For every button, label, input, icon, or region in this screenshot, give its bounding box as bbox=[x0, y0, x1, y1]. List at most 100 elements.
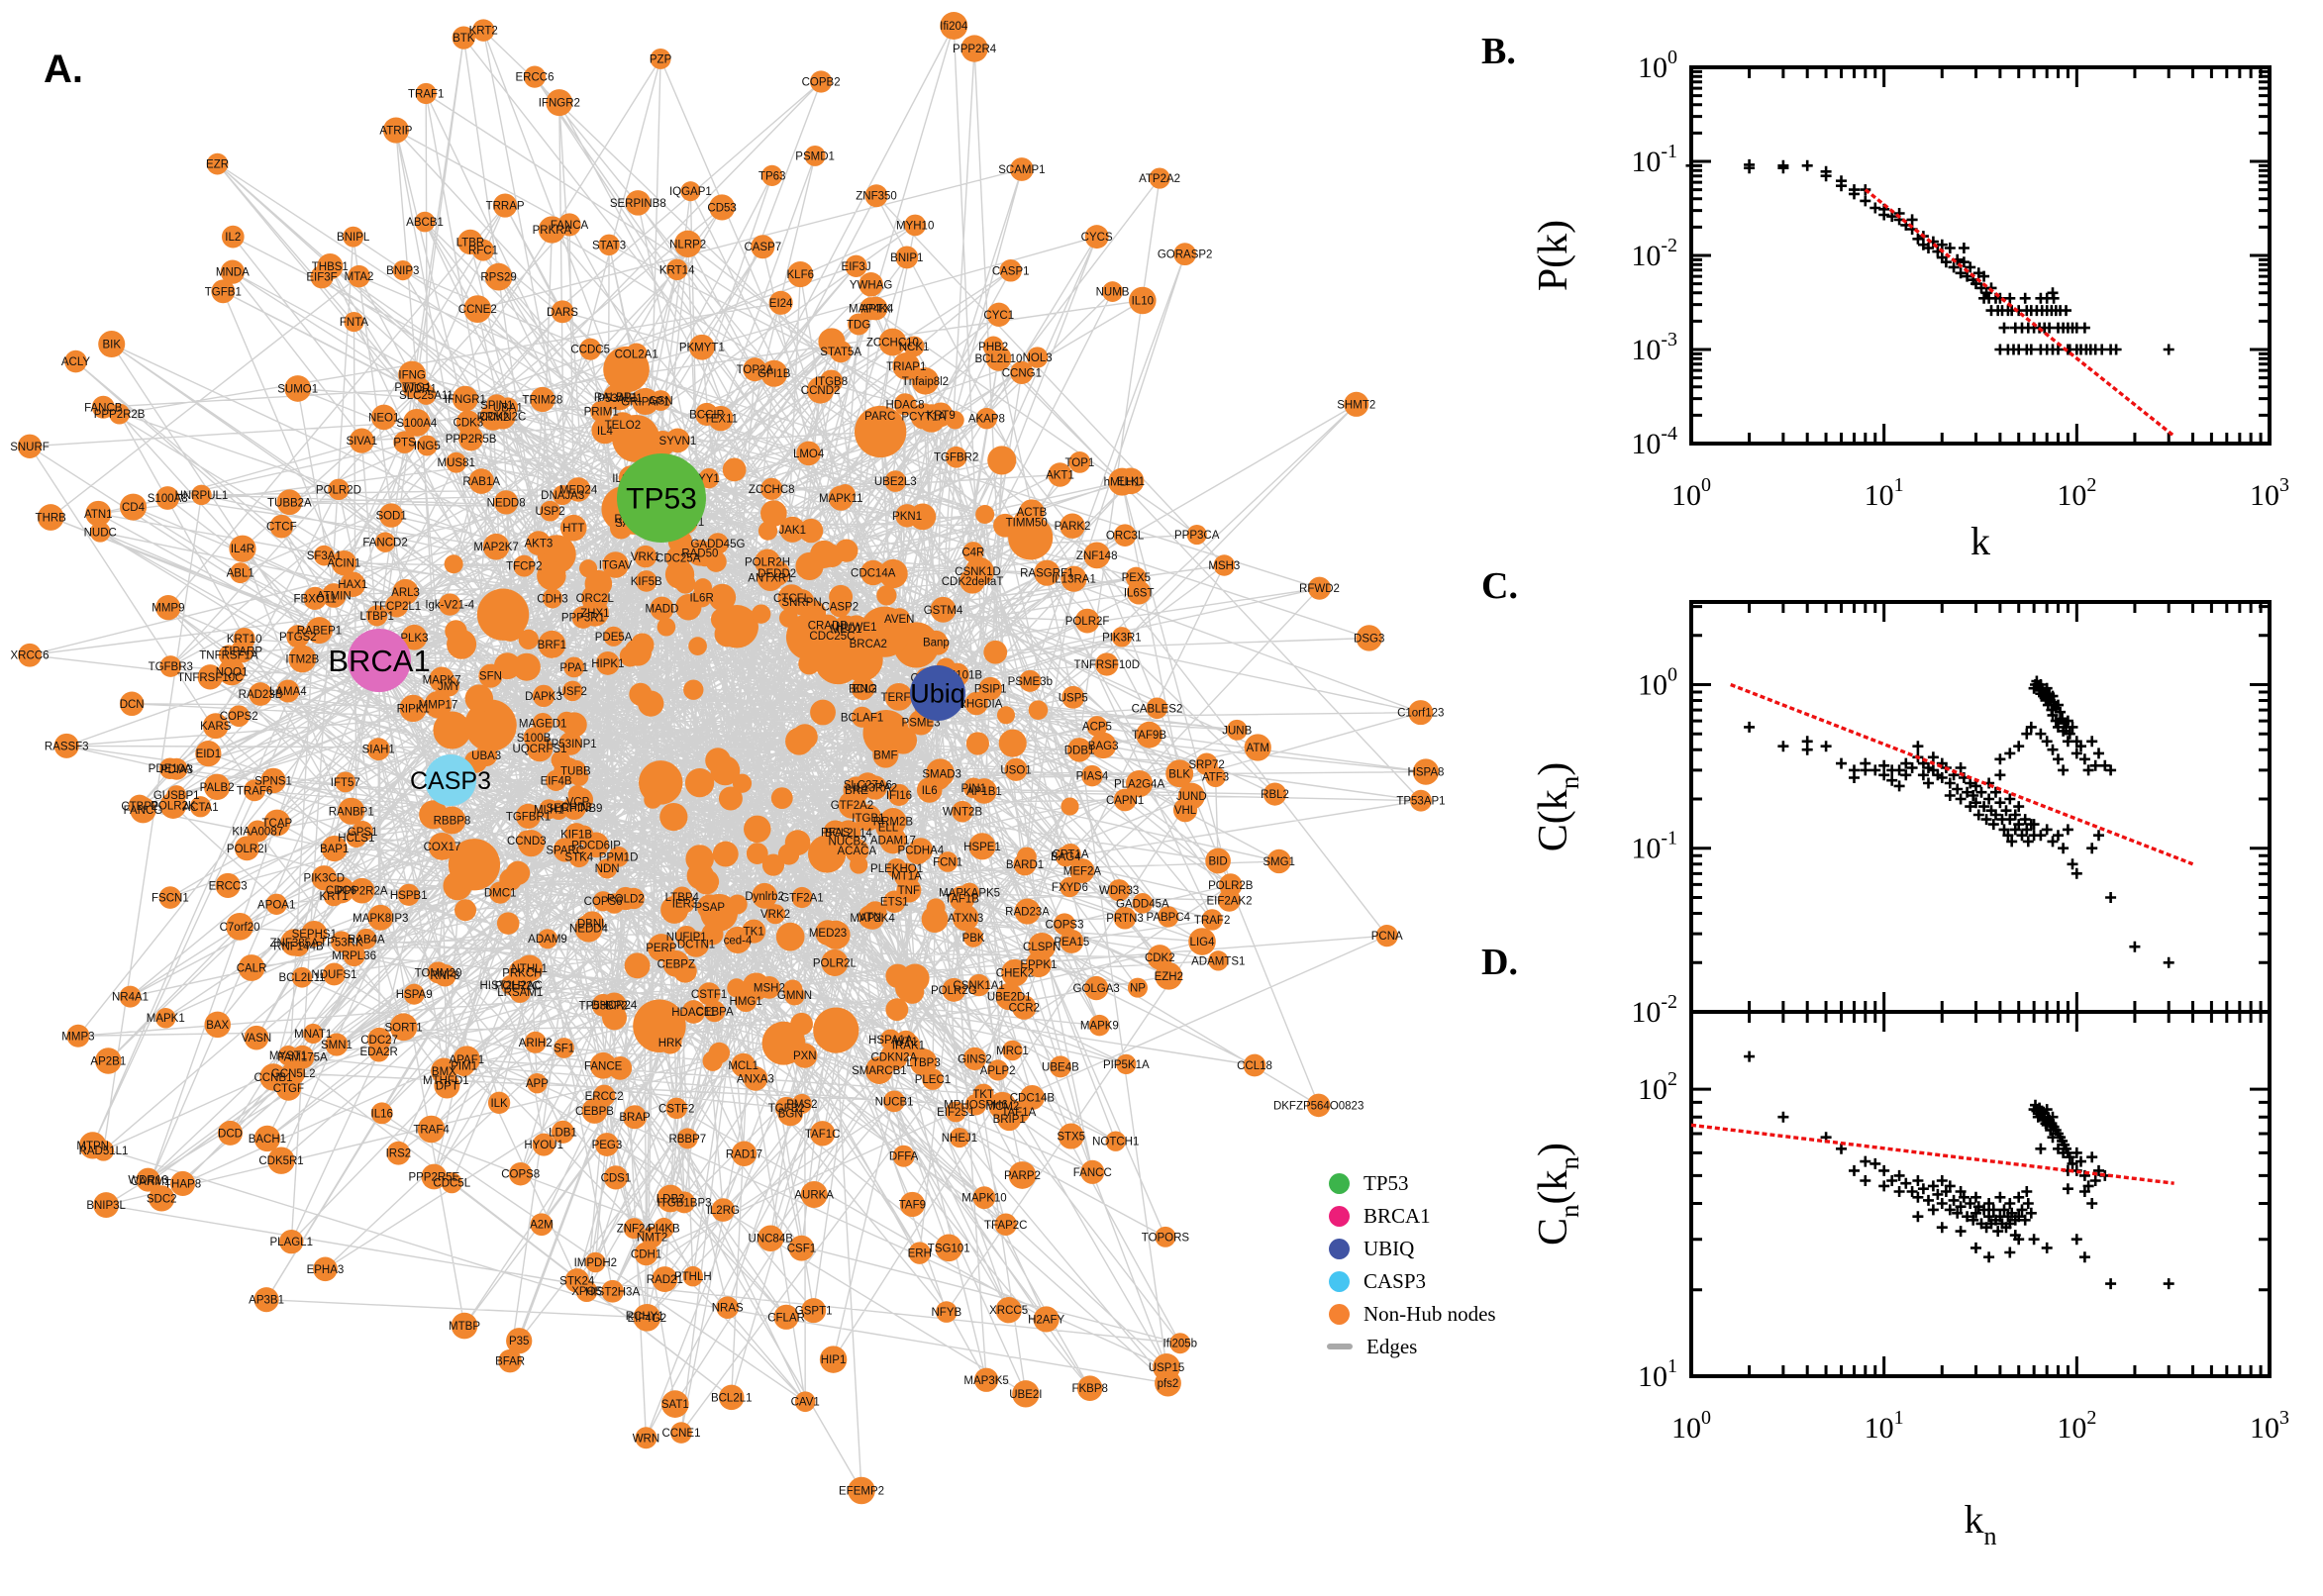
svg-text:ACLY: ACLY bbox=[61, 356, 91, 368]
plot-panel-c: 100 10-1 10-2 C(kn) bbox=[1531, 600, 2272, 1029]
svg-text:PKMYT1: PKMYT1 bbox=[679, 343, 725, 354]
svg-text:PABPC4: PABPC4 bbox=[1147, 912, 1191, 924]
svg-text:ADAM17: ADAM17 bbox=[870, 836, 916, 848]
svg-text:NUCB2: NUCB2 bbox=[829, 836, 867, 848]
svg-text:AKAP8: AKAP8 bbox=[968, 414, 1005, 426]
svg-text:Tnfaip8l2: Tnfaip8l2 bbox=[902, 376, 949, 388]
svg-text:IL4R: IL4R bbox=[231, 544, 254, 555]
legend-label: BRCA1 bbox=[1364, 1203, 1431, 1228]
svg-text:MED23: MED23 bbox=[809, 928, 847, 940]
tick-labels: 100 10-1 10-2 10-3 10-4 100 101 102 103 bbox=[1631, 47, 2289, 512]
svg-text:TIMM50: TIMM50 bbox=[1006, 517, 1048, 529]
svg-text:MAPK8IP3: MAPK8IP3 bbox=[353, 913, 408, 925]
svg-text:MED1: MED1 bbox=[831, 624, 862, 636]
svg-text:TRAF2: TRAF2 bbox=[1194, 915, 1230, 927]
svg-text:TP53: TP53 bbox=[626, 483, 697, 516]
svg-text:ERCC6: ERCC6 bbox=[515, 72, 554, 84]
svg-text:APP: APP bbox=[526, 1078, 549, 1090]
svg-text:CLSPN: CLSPN bbox=[1023, 942, 1060, 953]
svg-text:P53AIP1: P53AIP1 bbox=[597, 393, 642, 405]
svg-text:SEPHS1: SEPHS1 bbox=[292, 929, 337, 941]
svg-text:VRK2: VRK2 bbox=[760, 909, 790, 921]
svg-text:STK4: STK4 bbox=[564, 852, 593, 864]
svg-text:TGFBR3: TGFBR3 bbox=[149, 661, 193, 673]
svg-text:PRKCH: PRKCH bbox=[502, 967, 542, 979]
svg-text:MED24: MED24 bbox=[559, 484, 598, 496]
svg-text:NHEJ1: NHEJ1 bbox=[942, 1133, 977, 1145]
svg-text:XPO5: XPO5 bbox=[571, 1286, 602, 1298]
svg-text:ATMIN: ATMIN bbox=[317, 590, 352, 602]
svg-text:MAPK1: MAPK1 bbox=[147, 1013, 185, 1025]
svg-text:MTA2: MTA2 bbox=[345, 271, 374, 283]
svg-text:ZNF385A: ZNF385A bbox=[270, 938, 320, 949]
svg-text:10-2: 10-2 bbox=[1631, 235, 1677, 272]
svg-text:PKN1: PKN1 bbox=[892, 511, 922, 523]
svg-text:HRK: HRK bbox=[658, 1038, 683, 1049]
svg-text:IFNGR1: IFNGR1 bbox=[445, 394, 486, 406]
svg-text:PRTN3: PRTN3 bbox=[1106, 913, 1144, 925]
svg-text:TOPORS: TOPORS bbox=[1142, 1232, 1190, 1244]
svg-text:SCAMP1: SCAMP1 bbox=[998, 164, 1045, 176]
svg-text:CCNB1: CCNB1 bbox=[254, 1072, 293, 1084]
svg-text:PPP2R2A: PPP2R2A bbox=[337, 886, 388, 898]
svg-text:CCNE1: CCNE1 bbox=[661, 1428, 700, 1440]
svg-text:101: 101 bbox=[1638, 1355, 1677, 1393]
svg-text:TOP1: TOP1 bbox=[1064, 457, 1094, 469]
svg-text:CDC14A: CDC14A bbox=[851, 567, 896, 579]
svg-text:BRF1: BRF1 bbox=[538, 640, 566, 651]
svg-text:ERH: ERH bbox=[908, 1248, 932, 1260]
svg-text:PI4KB: PI4KB bbox=[648, 1223, 680, 1235]
svg-text:BRE: BRE bbox=[845, 785, 868, 797]
svg-text:100: 100 bbox=[1671, 1407, 1711, 1445]
hub-node-tp53: TP53 bbox=[617, 453, 706, 543]
svg-text:PDCD6IP: PDCD6IP bbox=[571, 840, 621, 851]
svg-text:RCHY1: RCHY1 bbox=[626, 1311, 664, 1323]
x-axis-title: k bbox=[1970, 519, 1990, 563]
svg-text:IL6R: IL6R bbox=[689, 592, 713, 604]
svg-text:SNURF: SNURF bbox=[10, 442, 50, 453]
svg-text:TDG: TDG bbox=[847, 319, 870, 331]
network-legend: TP53 BRCA1 UBIQ CASP3 Non-Hub nodes Edge… bbox=[1327, 1172, 1496, 1358]
svg-text:RAD23B: RAD23B bbox=[239, 689, 283, 701]
svg-text:MRC1: MRC1 bbox=[996, 1046, 1029, 1057]
svg-text:RAD23A: RAD23A bbox=[1005, 907, 1050, 919]
svg-text:ZHX1: ZHX1 bbox=[580, 608, 609, 620]
svg-text:PLEKHO1: PLEKHO1 bbox=[870, 863, 923, 875]
svg-text:DAPK3: DAPK3 bbox=[525, 691, 562, 703]
svg-text:KARS: KARS bbox=[200, 721, 232, 733]
svg-text:BCL2L10: BCL2L10 bbox=[974, 353, 1022, 365]
fit-line bbox=[1864, 188, 2175, 438]
svg-text:APAF1: APAF1 bbox=[450, 1054, 485, 1066]
svg-text:PTS: PTS bbox=[393, 438, 416, 449]
svg-text:103: 103 bbox=[2250, 474, 2289, 512]
svg-text:ZCCHC10: ZCCHC10 bbox=[866, 338, 919, 349]
svg-text:RFWD2: RFWD2 bbox=[1299, 583, 1340, 595]
svg-text:PPP2R5E: PPP2R5E bbox=[408, 1171, 459, 1183]
svg-text:MAP4K4: MAP4K4 bbox=[849, 304, 894, 316]
svg-text:MAPK10: MAPK10 bbox=[961, 1193, 1006, 1205]
svg-text:POLR2F: POLR2F bbox=[1065, 616, 1110, 628]
svg-text:CDKN2C: CDKN2C bbox=[479, 411, 526, 423]
svg-text:PRIM1: PRIM1 bbox=[584, 407, 619, 419]
svg-text:PARC: PARC bbox=[864, 411, 895, 423]
svg-text:ARIH2: ARIH2 bbox=[519, 1038, 553, 1049]
svg-text:KRT1: KRT1 bbox=[319, 891, 348, 903]
svg-text:ERCC3: ERCC3 bbox=[209, 880, 248, 892]
svg-text:10-1: 10-1 bbox=[1631, 141, 1677, 178]
svg-text:ZNF148: ZNF148 bbox=[1076, 550, 1118, 562]
svg-text:EIF3J: EIF3J bbox=[842, 261, 871, 273]
svg-text:CPT1A: CPT1A bbox=[1052, 849, 1088, 861]
svg-text:GPS1: GPS1 bbox=[348, 827, 378, 839]
svg-text:MSH3: MSH3 bbox=[1208, 560, 1240, 572]
svg-text:COPS6: COPS6 bbox=[584, 896, 623, 908]
svg-text:SDC2: SDC2 bbox=[147, 1193, 177, 1205]
svg-text:AP2B1: AP2B1 bbox=[90, 1055, 126, 1067]
svg-text:SPIN1: SPIN1 bbox=[480, 400, 513, 412]
svg-text:ERCC2: ERCC2 bbox=[585, 1091, 624, 1103]
svg-text:CCND3: CCND3 bbox=[507, 836, 547, 848]
svg-text:DBNL: DBNL bbox=[577, 918, 608, 930]
svg-text:AP1B1: AP1B1 bbox=[966, 786, 1002, 798]
svg-text:BIK: BIK bbox=[102, 340, 121, 351]
legend-label: Edges bbox=[1366, 1334, 1418, 1358]
svg-text:GRIPAP1: GRIPAP1 bbox=[621, 396, 669, 408]
